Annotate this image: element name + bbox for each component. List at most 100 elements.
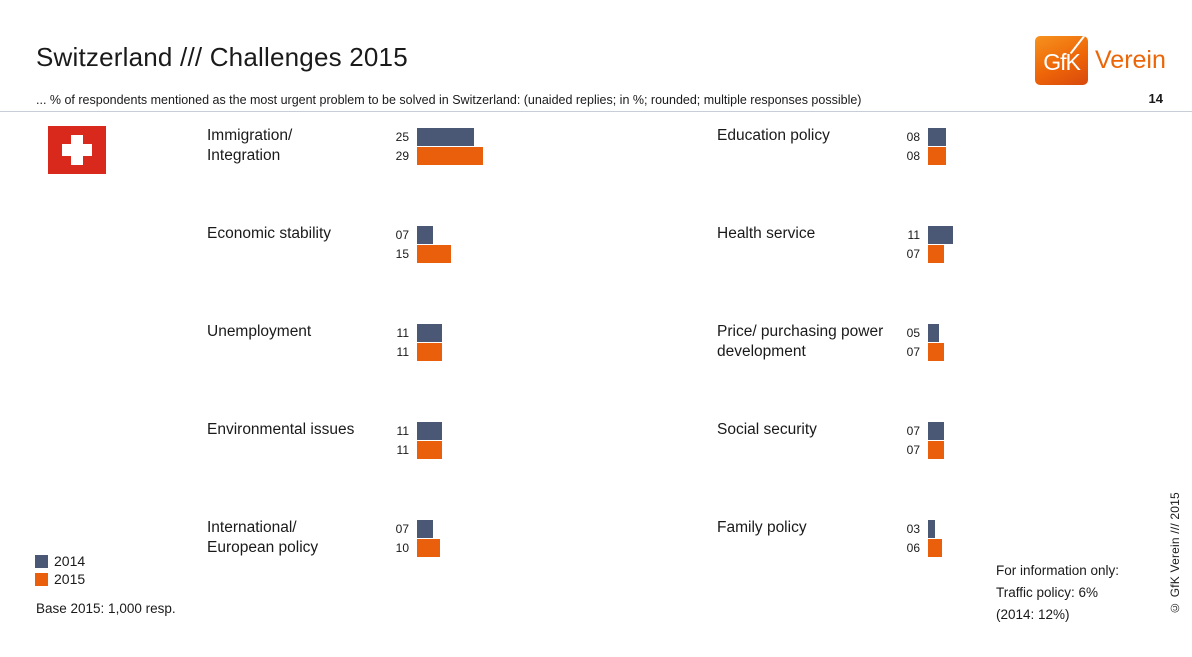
value-label-2015: 11 xyxy=(396,345,409,359)
swiss-flag-icon xyxy=(48,126,106,174)
category-label-line: Unemployment xyxy=(207,323,312,340)
legend-swatch-2014 xyxy=(35,554,48,568)
bar-pair: 08 08 xyxy=(896,128,946,166)
value-label-2014: 08 xyxy=(906,130,920,144)
bar-2015 xyxy=(928,245,944,263)
gfk-logo-text: GfK xyxy=(1043,48,1081,75)
challenge-row-unemployment: Unemployment 11 11 xyxy=(207,322,442,362)
bar-row-2015: 29 xyxy=(385,147,483,165)
category-label: Education policy xyxy=(717,126,896,146)
bar-row-2014: 03 xyxy=(896,520,942,538)
value-label-2015: 15 xyxy=(395,247,409,261)
bar-2014 xyxy=(417,324,442,342)
category-label-line: development xyxy=(717,342,806,360)
challenge-row-international-european-policy: International/European policy 07 10 xyxy=(207,518,440,558)
bar-2014 xyxy=(928,520,935,538)
bar-pair: 07 07 xyxy=(896,422,944,460)
category-label: Health service xyxy=(717,224,896,244)
bar-2015 xyxy=(928,539,942,557)
legend: 2014 2015 xyxy=(35,552,85,588)
bar-row-2014: 25 xyxy=(385,128,483,146)
info-note-line: For information only: xyxy=(996,563,1120,578)
category-label-line: Immigration/ xyxy=(207,127,293,144)
bar-row-2015: 07 xyxy=(896,343,944,361)
flag-cross-horizontal xyxy=(62,144,92,156)
bar-2015 xyxy=(417,147,483,165)
page-title: Switzerland /// Challenges 2015 xyxy=(36,42,408,72)
bar-row-2015: 10 xyxy=(385,539,440,557)
value-label-2014: 11 xyxy=(396,326,409,340)
category-label: Price/ purchasing power development xyxy=(717,322,896,361)
category-label-line: Health service xyxy=(717,225,816,242)
bar-2014 xyxy=(928,422,944,440)
bar-row-2014: 11 xyxy=(385,422,442,440)
bar-row-2014: 05 xyxy=(896,324,944,342)
bar-row-2015: 11 xyxy=(385,441,442,459)
value-label-2014: 05 xyxy=(906,326,920,340)
value-label-2015: 08 xyxy=(906,149,920,163)
challenge-row-economic-stability: Economic stability 07 15 xyxy=(207,225,451,264)
bar-row-2015: 07 xyxy=(896,441,944,459)
gfk-verein-logo: GfK Verein xyxy=(1035,36,1166,85)
category-label-line: Price/ purchasing power xyxy=(717,323,884,340)
legend-item-2015: 2015 xyxy=(35,570,85,588)
value-label-2014: 07 xyxy=(395,522,409,536)
value-label-2014: 11 xyxy=(396,424,409,438)
challenge-row-health-service: Health service 11 07 xyxy=(717,224,953,264)
value-label-2015: 07 xyxy=(906,247,920,261)
page-number: 14 xyxy=(1148,91,1163,106)
legend-label-2015: 2015 xyxy=(54,571,86,587)
category-label-line: European policy xyxy=(207,538,319,556)
bar-2015 xyxy=(417,539,440,557)
bar-pair: 07 10 xyxy=(385,520,440,558)
bar-pair: 05 07 xyxy=(896,324,944,362)
bar-row-2014: 07 xyxy=(385,226,451,244)
bar-row-2014: 11 xyxy=(385,324,442,342)
bar-2015 xyxy=(928,147,946,165)
bar-row-2014: 07 xyxy=(385,520,440,538)
bar-row-2015: 08 xyxy=(896,147,946,165)
category-label-line: Social security xyxy=(717,421,817,438)
bar-row-2015: 11 xyxy=(385,343,442,361)
bar-row-2014: 11 xyxy=(896,226,953,244)
bar-2014 xyxy=(417,128,474,146)
category-label-line: Education policy xyxy=(717,127,830,144)
value-label-2015: 07 xyxy=(906,443,920,457)
value-label-2014: 25 xyxy=(395,130,409,144)
bar-2014 xyxy=(417,422,442,440)
bar-pair: 11 11 xyxy=(385,422,442,460)
bar-2015 xyxy=(928,441,944,459)
bar-2014 xyxy=(928,226,953,244)
challenge-row-social-security: Social security 07 07 xyxy=(717,420,944,460)
base-note: Base 2015: 1,000 resp. xyxy=(36,601,176,616)
value-label-2015: 10 xyxy=(395,541,409,555)
value-label-2014: 03 xyxy=(906,522,920,536)
bar-row-2014: 07 xyxy=(896,422,944,440)
subtitle: ... % of respondents mentioned as the mo… xyxy=(36,93,862,107)
bar-pair: 07 15 xyxy=(385,226,451,264)
bar-2014 xyxy=(928,324,939,342)
value-label-2014: 07 xyxy=(395,228,409,242)
value-label-2015: 29 xyxy=(395,149,409,163)
category-label: International/European policy xyxy=(207,518,385,557)
category-label: Social security xyxy=(717,420,896,440)
header-divider xyxy=(0,111,1192,112)
category-label-line: Family policy xyxy=(717,519,807,536)
challenge-row-price-purchasing-power-development: Price/ purchasing power development 05 07 xyxy=(717,322,944,362)
category-label: Environmental issues xyxy=(207,420,385,440)
bar-2015 xyxy=(417,343,442,361)
bar-2015 xyxy=(928,343,944,361)
bar-row-2015: 07 xyxy=(896,245,953,263)
bar-2014 xyxy=(417,520,433,538)
bar-2015 xyxy=(417,245,451,263)
info-note-line: Traffic policy: 6% xyxy=(996,585,1099,600)
value-label-2014: 11 xyxy=(907,228,920,242)
bar-row-2015: 06 xyxy=(896,539,942,557)
logo-wordmark: Verein xyxy=(1095,46,1166,74)
legend-label-2014: 2014 xyxy=(54,553,86,569)
bar-pair: 11 11 xyxy=(385,324,442,362)
info-note: For information only: Traffic policy: 6%… xyxy=(996,560,1119,626)
category-label: Unemployment xyxy=(207,322,385,342)
value-label-2015: 07 xyxy=(906,345,920,359)
